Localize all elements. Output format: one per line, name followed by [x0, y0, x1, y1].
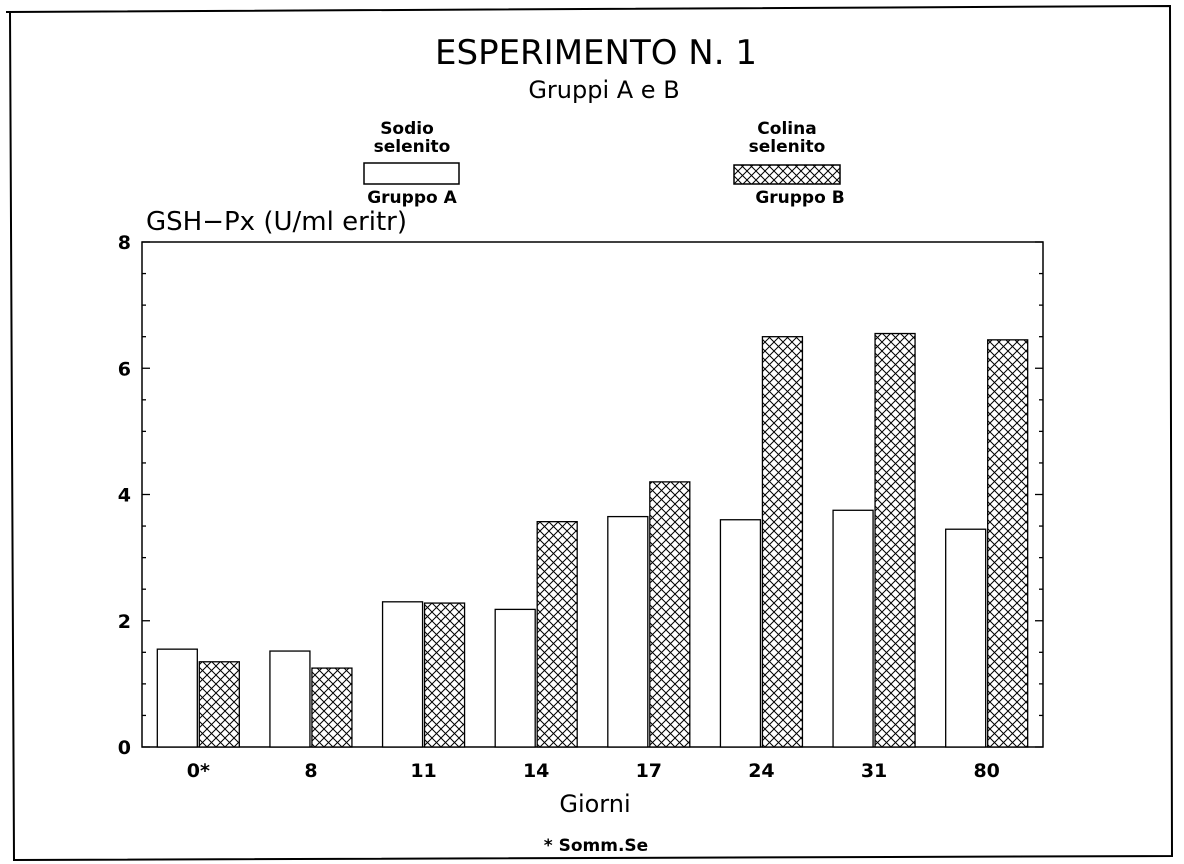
x-tick-label: 17 [636, 760, 662, 782]
bar-gruppo-a-7 [945, 528, 987, 748]
bar-gruppo-b-1 [311, 667, 353, 748]
legend-b-label: Gruppo B [755, 188, 844, 208]
bar-gruppo-a-6 [832, 509, 874, 748]
x-axis-label: Giorni [559, 790, 630, 818]
bar-gruppo-a-0 [156, 648, 198, 748]
bars-layer [156, 332, 1029, 748]
bar-gruppo-b-3 [536, 520, 578, 748]
bar-gruppo-a-1 [269, 650, 311, 748]
bar-gruppo-a-2 [381, 601, 424, 748]
legend-b-swatch [733, 164, 841, 185]
bar-gruppo-a-5 [719, 519, 762, 748]
y-axis-label: GSH−Px (U/ml eritr) [146, 207, 407, 237]
chart-subtitle: Gruppi A e B [528, 76, 679, 104]
legend-item-gruppo-a: Sodio selenito Gruppo A [363, 119, 460, 208]
bar-gruppo-b-5 [761, 336, 804, 748]
legend-item-gruppo-b: Colina selenito Gruppo B [733, 119, 845, 208]
y-tick-label: 8 [118, 232, 131, 254]
legend-a-swatch [363, 162, 460, 185]
bar-gruppo-a-3 [494, 608, 536, 748]
bar-gruppo-b-0 [198, 661, 240, 748]
legend-b-title-line2: selenito [749, 137, 826, 157]
y-tick-label: 6 [118, 358, 131, 380]
legend-b-title-line1: Colina [757, 119, 816, 139]
page-frame [5, 4, 1174, 862]
x-tick-label: 80 [973, 760, 999, 782]
bar-gruppo-a-4 [607, 515, 649, 748]
y-axis: 0 2 4 6 8 [118, 232, 1043, 759]
y-tick-label: 0 [118, 737, 131, 759]
y-tick-label: 2 [118, 611, 131, 633]
bar-gruppo-b-7 [987, 339, 1029, 748]
legend-a-label: Gruppo A [367, 188, 457, 208]
bar-gruppo-b-4 [649, 481, 691, 748]
bar-gruppo-b-2 [423, 602, 466, 748]
legend-a-title-line1: Sodio [380, 119, 434, 139]
y-tick-label: 4 [118, 485, 131, 507]
x-tick-label: 0* [187, 760, 210, 782]
chart-title: ESPERIMENTO N. 1 [435, 33, 757, 73]
x-axis: 0* 8 11 14 17 24 31 80 [187, 760, 1000, 782]
bar-gruppo-b-6 [874, 332, 916, 748]
x-tick-label: 31 [861, 760, 887, 782]
footnote: * Somm.Se [544, 836, 648, 856]
x-tick-label: 8 [304, 760, 317, 782]
x-tick-label: 11 [410, 760, 436, 782]
x-tick-label: 24 [748, 760, 774, 782]
x-tick-label: 14 [523, 760, 549, 782]
legend-a-title-line2: selenito [374, 137, 451, 157]
